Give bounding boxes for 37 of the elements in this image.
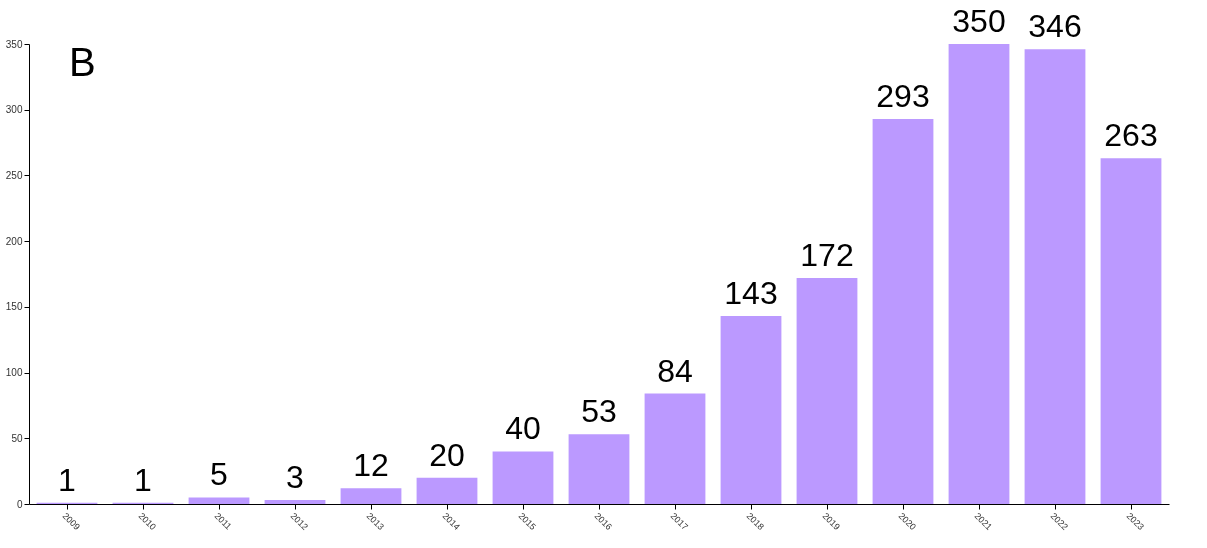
annotation: B xyxy=(69,40,96,84)
y-tick-label: 0 xyxy=(16,498,23,510)
bar xyxy=(568,434,630,504)
data-label: 12 xyxy=(353,447,389,484)
data-label: 53 xyxy=(581,393,617,430)
bar xyxy=(720,316,782,504)
data-label: 143 xyxy=(724,275,778,312)
bar xyxy=(340,488,402,504)
bar xyxy=(188,497,250,504)
bar xyxy=(492,451,554,504)
data-label: 1 xyxy=(58,461,76,498)
bar xyxy=(1100,158,1162,504)
bar xyxy=(416,477,478,504)
data-label: 20 xyxy=(429,436,465,473)
data-label: 350 xyxy=(952,3,1006,39)
y-tick-label: 250 xyxy=(5,169,23,181)
bar xyxy=(948,44,1010,504)
bar xyxy=(264,500,326,504)
y-tick-label: 350 xyxy=(5,38,23,50)
bar xyxy=(1024,49,1086,504)
data-label: 263 xyxy=(1104,117,1158,154)
bar xyxy=(644,393,706,504)
data-label: 172 xyxy=(800,236,854,273)
y-tick-label: 200 xyxy=(5,235,23,247)
data-label: 1 xyxy=(134,461,152,498)
y-tick-label: 50 xyxy=(11,432,23,444)
data-label: 346 xyxy=(1028,8,1082,45)
data-label: 84 xyxy=(657,352,693,389)
y-tick-label: 300 xyxy=(5,104,23,116)
data-label: 5 xyxy=(210,456,228,493)
data-label: 293 xyxy=(876,77,930,114)
bar xyxy=(872,118,934,504)
y-tick-label: 100 xyxy=(5,367,23,379)
y-tick-label: 150 xyxy=(5,301,23,313)
data-label: 3 xyxy=(286,459,304,496)
bar xyxy=(796,277,858,504)
data-label: 40 xyxy=(505,410,541,447)
